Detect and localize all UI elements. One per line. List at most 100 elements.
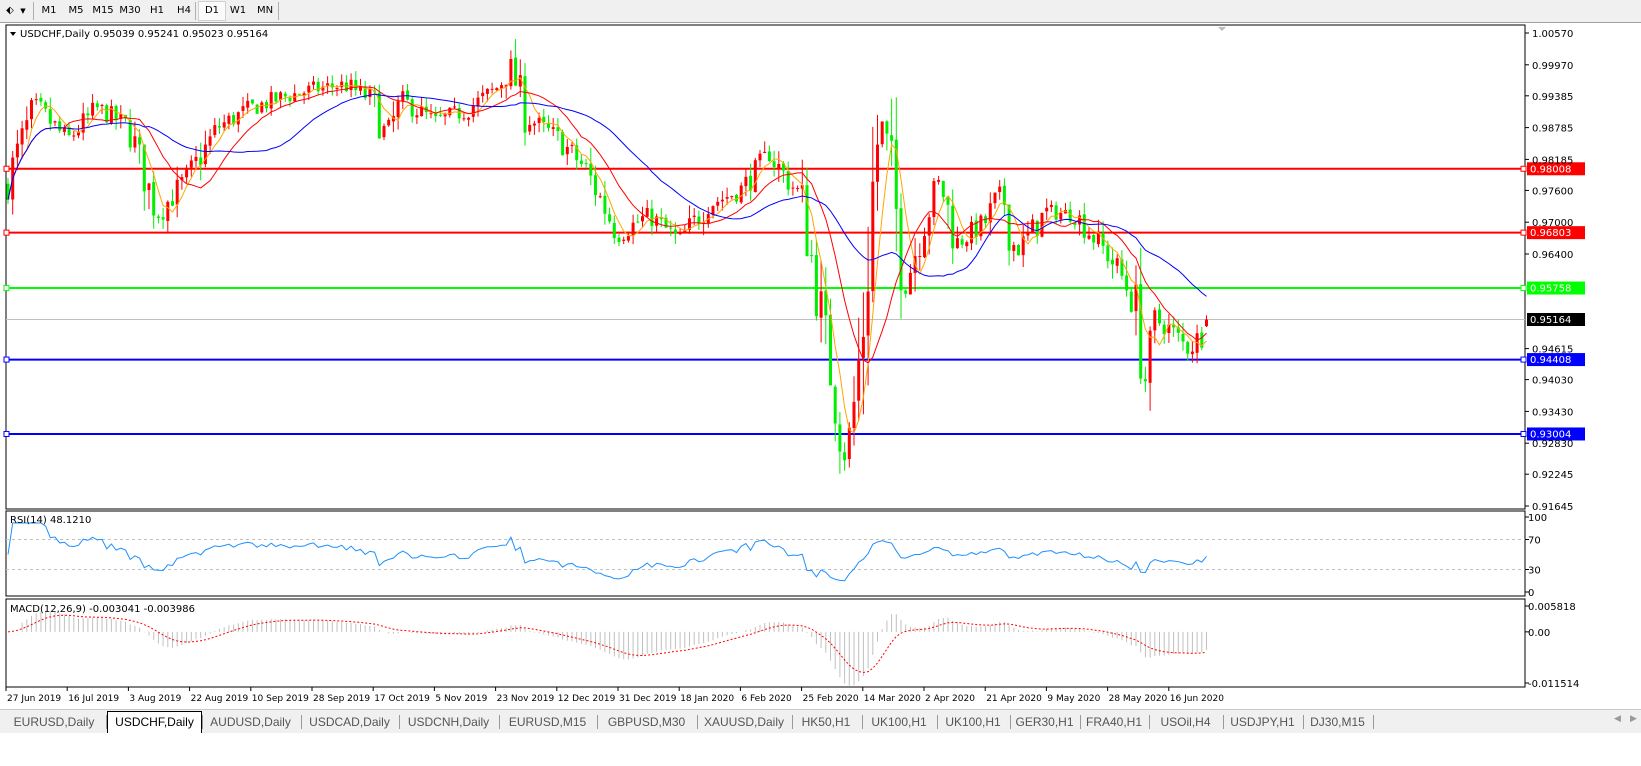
price-label-box <box>1527 162 1585 176</box>
candle-body <box>58 121 62 131</box>
candle-body <box>1111 259 1114 265</box>
level-anchor-handle[interactable] <box>1520 165 1527 172</box>
chart-tab[interactable]: XAUUSD,Daily <box>703 715 784 729</box>
price-axis-label: 0.94615 <box>1532 345 1573 356</box>
level-anchor-handle[interactable] <box>3 165 10 172</box>
level-anchor-handle[interactable] <box>1520 430 1527 437</box>
candle-body <box>622 239 626 241</box>
candle-body <box>974 220 978 237</box>
candle-body <box>514 57 518 86</box>
price-axis-label: 0.98785 <box>1532 124 1573 135</box>
candle-body <box>612 222 616 239</box>
candle-body <box>819 291 823 318</box>
chevron-down-icon[interactable]: ▼ <box>20 7 26 15</box>
tab-separator <box>202 715 203 729</box>
candle-body <box>1040 212 1044 237</box>
candle-body <box>876 144 879 182</box>
current-price-label: 0.95164 <box>1530 315 1571 326</box>
price-axis-label: 0.92245 <box>1532 470 1573 481</box>
timeframe-m5[interactable]: M5 <box>68 5 84 16</box>
level-anchor-handle[interactable] <box>3 430 10 437</box>
tab-separator <box>792 715 793 729</box>
chart-tab[interactable]: USDJPY,H1 <box>1230 715 1295 729</box>
toolbar-separator <box>33 2 34 20</box>
candle-body <box>838 424 842 452</box>
chart-tab[interactable]: FRA40,H1 <box>1085 715 1143 729</box>
level-anchor-handle[interactable] <box>1520 229 1527 236</box>
candle-body <box>396 101 400 118</box>
candle-body <box>664 217 668 228</box>
candle-body <box>923 236 926 258</box>
chart-tab[interactable]: EURUSD,Daily <box>13 715 95 729</box>
candle-body <box>72 135 76 137</box>
time-axis-label: 16 Jun 2020 <box>1170 694 1224 704</box>
candle-body <box>941 180 945 197</box>
candle-body <box>274 92 278 102</box>
candle-body <box>998 186 1002 193</box>
candle-body <box>255 104 259 114</box>
candle-body <box>490 88 494 90</box>
timeframe-w1[interactable]: W1 <box>229 5 247 16</box>
candle-body <box>77 132 80 136</box>
candle-body <box>946 196 950 205</box>
candle-body <box>462 118 466 120</box>
price-label-box <box>1527 427 1585 441</box>
candle-body <box>171 201 174 206</box>
timeframe-m15[interactable]: M15 <box>92 5 114 16</box>
timeframe-mn[interactable]: MN <box>256 5 274 16</box>
candle-body <box>471 105 475 117</box>
timeframe-d1[interactable]: D1 <box>198 1 226 21</box>
candle-body <box>1205 319 1208 327</box>
candle-body <box>800 185 804 189</box>
scroll-right-icon[interactable]: ▶ <box>1630 714 1637 724</box>
chart-tab[interactable]: USDCAD,Daily <box>309 715 390 729</box>
candle-body <box>904 290 908 294</box>
timeframe-m1[interactable]: M1 <box>41 5 57 16</box>
candle-body <box>420 106 424 117</box>
candle-body <box>1148 330 1152 383</box>
candle-body <box>1021 236 1025 256</box>
candle-body <box>1167 324 1171 334</box>
chart-tab[interactable]: USDCNH,Daily <box>407 715 490 729</box>
candle-body <box>260 102 264 113</box>
level-anchor-handle[interactable] <box>1520 285 1527 292</box>
line-tools-icon[interactable]: ⬖ <box>6 5 14 16</box>
chart-tab[interactable]: HK50,H1 <box>801 715 851 729</box>
candle-body <box>960 239 964 245</box>
chart-tab[interactable]: UK100,H1 <box>945 715 1001 729</box>
chart-tab[interactable]: UK100,H1 <box>871 715 927 729</box>
candle-body <box>354 79 358 91</box>
candle-body <box>1059 212 1063 220</box>
candle-body <box>457 107 461 119</box>
timeframe-h4[interactable]: H4 <box>177 5 191 16</box>
chart-tab[interactable]: EURUSD,M15 <box>508 715 587 729</box>
candle-body <box>810 255 814 257</box>
candle-body <box>34 99 38 101</box>
chart-tab[interactable]: DJ30,M15 <box>1310 715 1365 729</box>
timeframe-m30[interactable]: M30 <box>119 5 141 16</box>
candle-body <box>697 216 701 225</box>
ma-slow-line <box>7 93 1207 297</box>
level-anchor-handle[interactable] <box>3 285 10 292</box>
candle-body <box>617 237 621 242</box>
candle-body <box>100 104 104 107</box>
level-anchor-handle[interactable] <box>3 356 10 363</box>
tab-separator <box>1149 715 1150 729</box>
candle-body <box>631 222 635 236</box>
chart-window[interactable]: 0.98008 0.96803 0.95758 0.94408 0.93004 1.005… <box>0 0 1641 708</box>
candle-body <box>866 291 870 336</box>
chart-tab[interactable]: USDCHF,Daily <box>107 711 202 734</box>
chart-tab[interactable]: GER30,H1 <box>1015 715 1074 729</box>
chart-tab[interactable]: GBPUSD,M30 <box>607 715 686 729</box>
chart-tab[interactable]: AUDUSD,Daily <box>210 715 291 729</box>
chart-shift-marker-icon <box>1218 27 1226 31</box>
scroll-left-icon[interactable]: ◀ <box>1614 714 1621 724</box>
level-anchor-handle[interactable] <box>3 229 10 236</box>
candle-body <box>857 359 861 401</box>
time-axis-label: 25 Feb 2020 <box>803 694 859 704</box>
chart-tab[interactable]: USOil,H4 <box>1160 715 1211 729</box>
level-anchor-handle[interactable] <box>1520 356 1527 363</box>
candle-body <box>772 161 776 168</box>
candle-body <box>340 81 344 88</box>
timeframe-h1[interactable]: H1 <box>150 5 164 16</box>
